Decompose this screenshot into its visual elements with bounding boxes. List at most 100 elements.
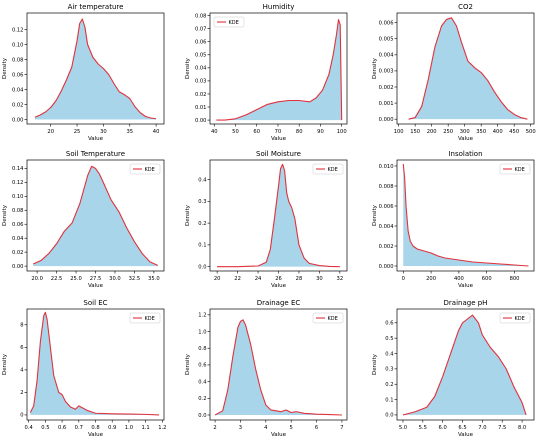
chart-soil-ec-ytick-label: 6 [20,345,23,351]
chart-soil-temperature-title: Soil Temperature [66,150,125,158]
chart-drainage-ph-xtick-label: 7.5 [498,425,506,431]
chart-drainage-ph-ytick-label: 0.0 [385,413,393,419]
chart-soil-temperature-xtick-label: 30.0 [109,276,121,282]
chart-soil-temperature-ytick-label: 0.02 [12,250,24,256]
chart-air-temperature-frame [26,12,165,125]
chart-humidity-xtick-label: 70 [275,129,282,135]
chart-insolation-xlabel: Value [458,283,474,289]
chart-drainage-ph-ytick-label: 0.5 [385,336,393,342]
chart-humidity-xtick-label: 100 [337,129,347,135]
chart-humidity-ytick-label: 0.03 [195,79,207,85]
chart-soil-ec-ytick-label: 0 [20,413,23,419]
chart-co2-kde-line [408,17,528,120]
chart-co2: CO2 100 150 200 250 300 350 400 450 500 0.000 0.001… [372,3,536,142]
chart-air-temperature-density-area [34,19,157,120]
chart-co2-xtick-label: 300 [460,129,470,135]
chart-soil-ec-ytick-label: 8 [20,323,23,329]
chart-drainage-ph-legend-label: KDE [515,316,525,322]
chart-soil-temperature-xtick-label: 22.5 [51,276,63,282]
chart-co2-xtick-label: 250 [443,129,453,135]
chart-air-temperature-xtick-label: 40 [153,129,160,135]
chart-soil-moisture-xtick-label: 22 [234,276,241,282]
chart-humidity-xtick-label: 60 [253,129,260,135]
chart-drainage-ec-xtick-label: 7 [340,425,343,431]
chart-soil-temperature-xlabel: Value [88,283,104,289]
chart-drainage-ph-ylabel: Density [372,353,378,375]
chart-insolation-ytick-label: 0.010 [379,164,394,170]
chart-humidity-ytick-label: 0.08 [195,13,207,19]
chart-drainage-ph-xtick-label: 7.0 [478,425,486,431]
chart-drainage-ph-ytick-label: 0.1 [385,397,393,403]
chart-drainage-ec-xtick-label: 6 [315,425,318,431]
chart-soil-temperature-xtick-label: 27.5 [90,276,102,282]
chart-drainage-ec-ytick-label: 0.2 [198,396,206,402]
chart-co2-ytick-label: 0.000 [379,117,394,123]
chart-air-temperature-ytick-label: 0.12 [12,27,24,33]
chart-insolation-density-area [403,164,529,266]
chart-soil-ec-ytick-label: 4 [20,368,24,374]
chart-drainage-ec-legend-label: KDE [328,316,338,322]
chart-drainage-ph-xtick-label: 6.0 [439,425,447,431]
chart-humidity-xtick-label: 90 [317,129,324,135]
chart-co2-ytick-label: 0.006 [379,20,394,26]
chart-soil-ec: Soil EC 0.4 0.5 0.6 0.7 0.8 0.9 1.0 1.1 1.2 0 2 4 6 8 V… [2,299,166,438]
chart-drainage-ec-ytick-label: 0.8 [198,346,206,352]
chart-soil-ec-xtick-label: 0.6 [58,425,66,431]
chart-humidity-ytick-label: 0.05 [195,53,207,59]
chart-soil-moisture: Soil Moisture 20 22 24 26 28 30 32 0.0 0.1 0.2 0.3 0… [185,150,348,289]
chart-drainage-ec-xlabel: Value [271,432,287,438]
chart-insolation-legend-box [499,163,531,175]
chart-soil-moisture-ylabel: Density [185,204,191,226]
chart-drainage-ec-xtick-label: 4 [264,425,268,431]
chart-soil-ec-xtick-label: 1.0 [125,425,133,431]
chart-soil-ec-ytick-label: 2 [20,390,23,396]
chart-soil-ec-xtick-label: 0.7 [75,425,83,431]
chart-drainage-ec-legend: KDE [312,312,344,324]
chart-soil-ec-legend-label: KDE [145,316,155,322]
chart-soil-moisture-density-area [217,164,340,267]
chart-soil-moisture-ytick-label: 0.2 [198,221,206,227]
chart-insolation-xtick-label: 600 [482,276,492,282]
chart-co2-ytick-label: 0.003 [379,69,394,75]
chart-drainage-ph-frame [396,308,535,421]
chart-co2-ylabel: Density [372,57,378,79]
chart-air-temperature: Air temperature 20 25 30 35 40 0.00 0.02 0.04 0.0… [2,3,165,142]
chart-co2-xtick-label: 450 [509,129,519,135]
chart-drainage-ph-xtick-label: 5.0 [399,425,407,431]
chart-soil-ec-legend: KDE [129,312,161,324]
chart-co2-xtick-label: 150 [410,129,420,135]
chart-air-temperature-title: Air temperature [68,3,124,11]
chart-soil-moisture-ytick-label: 0.1 [198,243,206,249]
chart-co2-ytick-label: 0.004 [379,53,395,59]
chart-insolation-xtick-label: 0 [402,276,405,282]
chart-soil-moisture-ytick-label: 0.3 [198,199,206,205]
chart-insolation-title: Insolation [448,150,482,158]
chart-drainage-ec: Drainage EC 2 3 4 5 6 7 0.0 0.2 0.4 0.6 0.8 1.0 1.2 Va… [185,299,348,438]
chart-air-temperature-xtick-label: 20 [47,129,54,135]
chart-air-temperature-ytick-label: 0.08 [12,57,24,63]
chart-humidity-title: Humidity [263,3,295,11]
chart-soil-temperature-ytick-label: 0.08 [12,208,24,214]
chart-insolation-legend: KDE [499,163,531,175]
chart-humidity-xtick-label: 40 [211,129,218,135]
chart-soil-moisture-title: Soil Moisture [256,150,301,158]
chart-drainage-ph-xtick-label: 8.0 [518,425,526,431]
chart-air-temperature-ytick-label: 0.10 [12,42,24,48]
chart-soil-ec-xtick-label: 0.5 [41,425,49,431]
chart-soil-moisture-xtick-label: 32 [337,276,344,282]
chart-humidity-legend-label: KDE [229,20,239,26]
chart-soil-temperature-legend-label: KDE [145,167,155,173]
chart-drainage-ec-xtick-label: 5 [290,425,293,431]
chart-soil-ec-xtick-label: 1.1 [141,425,149,431]
chart-air-temperature-ytick-label: 0.06 [12,72,24,78]
chart-soil-moisture-xtick-label: 28 [296,276,303,282]
chart-drainage-ph-ytick-label: 0.6 [385,321,393,327]
chart-drainage-ec-density-area [215,319,342,415]
chart-drainage-ph-xtick-label: 5.5 [419,425,427,431]
chart-co2-title: CO2 [458,3,473,11]
chart-soil-moisture-xtick-label: 24 [255,276,262,282]
chart-soil-temperature-xtick-label: 20.0 [31,276,43,282]
chart-insolation-ytick-label: 0.002 [379,244,394,250]
chart-soil-moisture-ytick-label: 0.4 [198,177,207,183]
